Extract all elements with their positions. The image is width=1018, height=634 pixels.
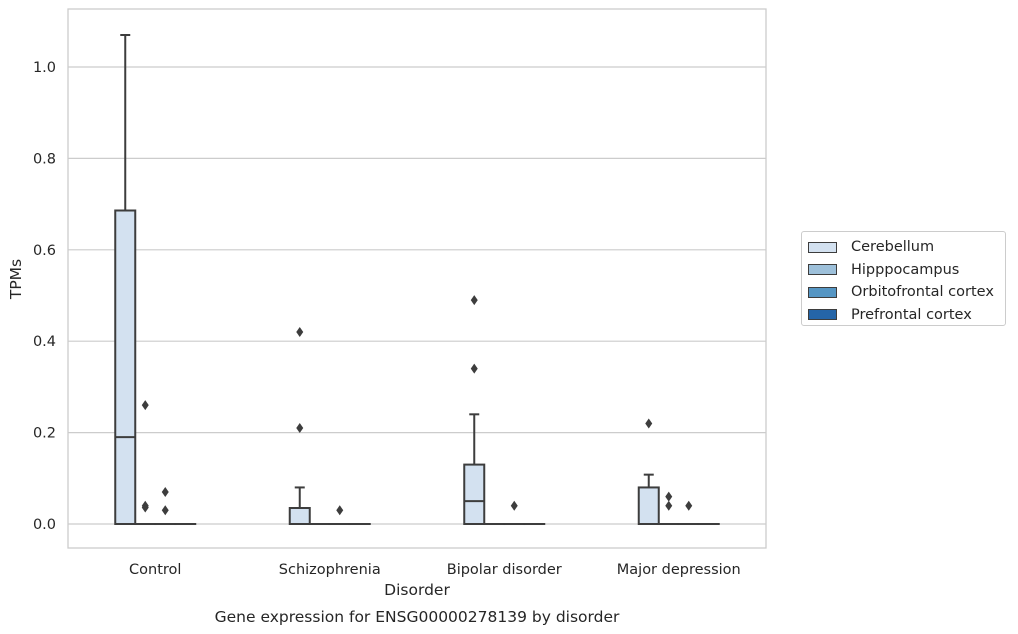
outlier-point bbox=[665, 491, 673, 502]
legend-item: Orbitofrontal cortex bbox=[808, 281, 1005, 304]
y-tick-label: 1.0 bbox=[33, 60, 56, 76]
x-axis-label: Disorder bbox=[384, 581, 450, 599]
y-tick-label: 0.6 bbox=[33, 243, 56, 259]
legend-label: Orbitofrontal cortex bbox=[851, 284, 994, 301]
legend-item: Hipppocampus bbox=[808, 259, 1005, 282]
box bbox=[288, 507, 311, 526]
box bbox=[463, 463, 486, 525]
outlier-point bbox=[296, 327, 304, 338]
legend-swatch bbox=[808, 241, 837, 253]
box-group bbox=[134, 400, 157, 526]
legend-label: Prefrontal cortex bbox=[851, 306, 972, 323]
box-group bbox=[463, 295, 486, 525]
outlier-point bbox=[141, 400, 149, 411]
box-group bbox=[288, 327, 311, 526]
outlier-point bbox=[685, 500, 693, 511]
chart-title: Gene expression for ENSG00000278139 by d… bbox=[215, 608, 620, 626]
outlier-point bbox=[161, 487, 169, 498]
box-group bbox=[657, 491, 680, 526]
outlier-point bbox=[510, 500, 518, 511]
plot-frame bbox=[67, 8, 767, 549]
y-tick-label: 0.4 bbox=[33, 334, 56, 350]
box-group bbox=[154, 487, 177, 526]
outlier-point bbox=[665, 500, 673, 511]
x-tick-label: Control bbox=[129, 562, 181, 578]
legend-swatch bbox=[808, 264, 837, 276]
outlier-point bbox=[470, 295, 478, 306]
legend-label: Hipppocampus bbox=[851, 261, 960, 278]
legend-swatch bbox=[808, 286, 837, 298]
legend-swatch bbox=[808, 309, 837, 321]
box-group bbox=[637, 418, 660, 526]
box bbox=[114, 209, 137, 526]
outlier-point bbox=[161, 505, 169, 516]
box-group bbox=[114, 34, 137, 526]
legend-item: Prefrontal cortex bbox=[808, 304, 1005, 327]
box bbox=[637, 486, 660, 526]
legend-label: Cerebellum bbox=[851, 239, 935, 256]
x-tick-label: Major depression bbox=[617, 562, 741, 578]
tick-layer: 0.0 0.2 0.4 0.6 0.8 1.0 Control Schizophrenia Bi… bbox=[33, 60, 741, 578]
outlier-point bbox=[296, 423, 304, 434]
y-tick-label: 0.2 bbox=[33, 426, 56, 442]
outlier-point bbox=[141, 500, 149, 511]
grid-layer bbox=[68, 66, 766, 525]
x-tick-label: Schizophrenia bbox=[279, 562, 381, 578]
outlier-point bbox=[336, 505, 344, 516]
box-group bbox=[328, 505, 351, 526]
box-group bbox=[503, 500, 526, 526]
y-tick-label: 0.8 bbox=[33, 151, 56, 167]
y-tick-label: 0.0 bbox=[33, 517, 56, 533]
outlier-point bbox=[470, 363, 478, 374]
outlier-point bbox=[645, 418, 653, 429]
box-layer bbox=[114, 34, 720, 526]
legend-item: Cerebellum bbox=[808, 236, 1005, 259]
y-axis-label: TPMs bbox=[7, 259, 25, 300]
chart-legend: Cerebellum Hipppocampus Orbitofrontal cort… bbox=[801, 231, 1006, 326]
box-group bbox=[677, 500, 700, 526]
x-tick-label: Bipolar disorder bbox=[447, 562, 562, 578]
